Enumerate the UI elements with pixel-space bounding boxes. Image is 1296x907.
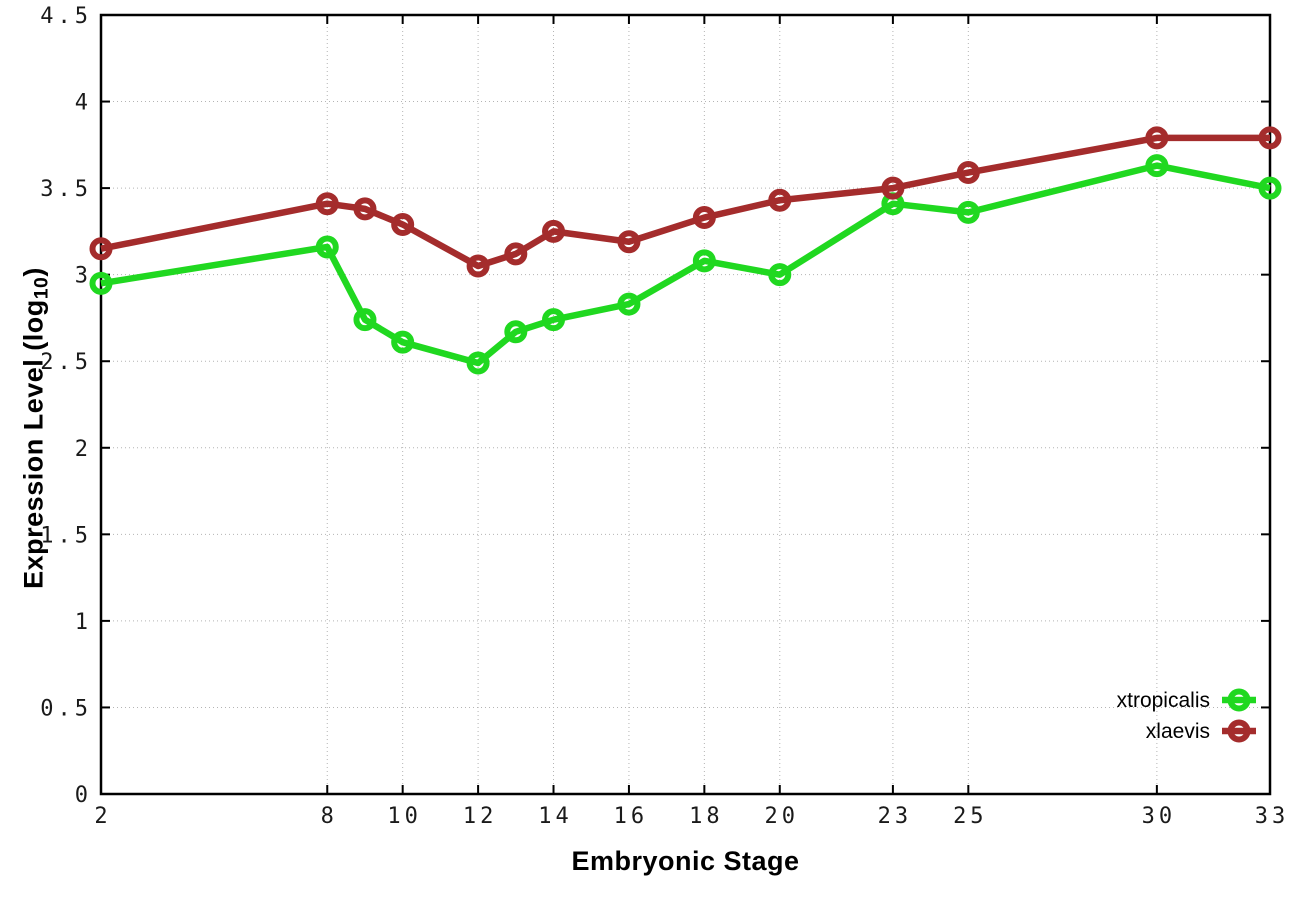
y-axis-title-subscript: 10: [30, 276, 53, 300]
series-line-xtropicalis: [100, 162, 1271, 367]
data-point-xlaevis-stage-25: [956, 161, 980, 185]
data-point-xlaevis-stage-20: [768, 188, 792, 212]
data-point-xtropicalis-stage-14: [542, 308, 566, 332]
legend-marker-xtropicalis: [1227, 688, 1251, 712]
data-point-xlaevis-stage-8: [315, 192, 339, 216]
x-tick-label: 14: [538, 804, 573, 829]
x-tick-label: 23: [878, 804, 913, 829]
data-point-xtropicalis-stage-13: [504, 320, 528, 344]
series-line-xlaevis: [100, 134, 1270, 270]
x-tick-label: 16: [614, 804, 649, 829]
data-point-xtropicalis-stage-9: [353, 308, 377, 332]
y-axis-title: Expression Level (log10): [19, 267, 54, 589]
y-tick-label: 4.5: [40, 4, 92, 29]
data-point-xtropicalis-stage-18: [692, 249, 716, 273]
legend-label-xlaevis: xlaevis: [1146, 720, 1210, 743]
x-tick-label: 2: [94, 804, 111, 829]
y-tick-label: 1.5: [40, 523, 92, 548]
data-point-xlaevis-stage-9: [353, 197, 377, 221]
data-point-xlaevis-stage-10: [391, 212, 415, 236]
data-point-xtropicalis-stage-33: [1258, 176, 1282, 200]
x-tick-label: 25: [953, 804, 988, 829]
data-point-xlaevis-stage-18: [692, 206, 716, 230]
y-axis-title-suffix: ): [18, 267, 49, 277]
data-point-xtropicalis-stage-25: [956, 200, 980, 224]
y-tick-label: 3: [75, 264, 92, 289]
y-tick-label: 0.5: [40, 696, 92, 721]
legend-marker-xlaevis: [1227, 719, 1251, 743]
legend-label-xtropicalis: xtropicalis: [1117, 689, 1210, 712]
x-tick-label: 18: [689, 804, 724, 829]
y-tick-label: 2.5: [40, 350, 92, 375]
data-point-xlaevis-stage-30: [1145, 126, 1169, 150]
y-tick-label: 1: [75, 610, 92, 635]
data-point-xtropicalis-stage-10: [391, 330, 415, 354]
y-axis-title-prefix: Expression Level (log: [18, 299, 49, 589]
data-point-xtropicalis-stage-8: [315, 235, 339, 259]
data-point-xtropicalis-stage-12: [466, 351, 490, 375]
data-point-xtropicalis-stage-16: [617, 292, 641, 316]
data-point-xtropicalis-stage-30: [1145, 154, 1169, 178]
x-axis-title: Embryonic Stage: [571, 846, 800, 876]
data-point-xlaevis-stage-2: [89, 237, 113, 261]
x-tick-label: 8: [321, 804, 338, 829]
x-tick-label: 30: [1142, 804, 1177, 829]
data-point-xlaevis-stage-13: [504, 242, 528, 266]
data-point-xlaevis-stage-23: [881, 176, 905, 200]
data-point-xlaevis-stage-14: [542, 219, 566, 243]
data-point-xtropicalis-stage-20: [768, 263, 792, 287]
x-tick-label: 20: [765, 804, 800, 829]
data-point-xlaevis-stage-16: [617, 230, 641, 254]
data-point-xlaevis-stage-33: [1258, 126, 1282, 150]
x-tick-label: 12: [463, 804, 498, 829]
data-point-xtropicalis-stage-2: [89, 271, 113, 295]
y-tick-label: 0: [75, 783, 92, 808]
x-tick-label: 10: [387, 804, 422, 829]
x-tick-label: 33: [1255, 804, 1290, 829]
y-tick-label: 2: [75, 437, 92, 462]
y-tick-label: 4: [75, 91, 92, 116]
data-point-xlaevis-stage-12: [466, 254, 490, 278]
plot-border: [99, 13, 1272, 796]
y-tick-label: 3.5: [40, 177, 92, 202]
